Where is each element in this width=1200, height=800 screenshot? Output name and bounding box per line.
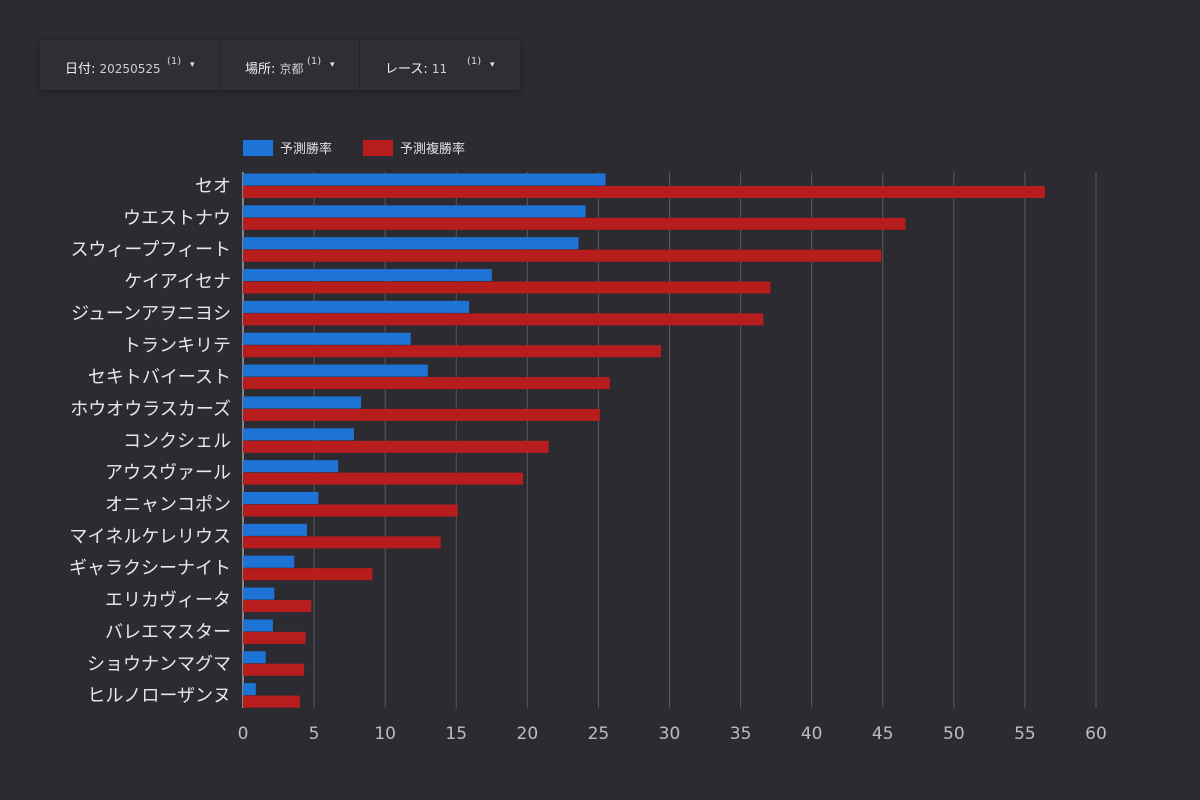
x-tick-label: 55 [1014, 724, 1036, 744]
x-tick-label: 15 [445, 724, 467, 744]
x-tick-label: 30 [659, 724, 681, 744]
date-filter-count: (1) [167, 56, 182, 67]
y-category-label: バレエマスター [105, 622, 231, 643]
bar-win-rate[interactable] [243, 460, 339, 473]
bar-win-rate[interactable] [243, 269, 492, 282]
filter-bar: 日付: 20250525 (1) ▾ 場所: 京都 (1) ▾ レース: 11 … [40, 40, 520, 90]
legend-swatch [363, 140, 393, 156]
race-filter-value: 11 [431, 62, 448, 76]
y-category-label: スウィープフィート [70, 240, 231, 261]
x-tick-label: 20 [517, 724, 539, 744]
chevron-down-icon[interactable]: ▾ [190, 60, 195, 70]
chart-bars [243, 173, 1045, 708]
chevron-down-icon[interactable]: ▾ [490, 60, 495, 70]
y-category-label: ジューンアヲニヨシ [71, 303, 231, 324]
bar-place-rate[interactable] [243, 472, 524, 485]
bar-win-rate[interactable] [243, 237, 579, 250]
y-category-label: オニャンコポン [105, 495, 231, 516]
y-category-label: ケイアイセナ [124, 272, 231, 293]
bar-win-rate[interactable] [243, 396, 361, 409]
bar-win-rate[interactable] [243, 683, 256, 696]
y-category-label: セキトバイースト [88, 367, 231, 388]
y-category-label: セオ [195, 176, 231, 197]
bar-place-rate[interactable] [243, 600, 312, 613]
bar-place-rate[interactable] [243, 377, 610, 390]
bar-win-rate[interactable] [243, 173, 606, 186]
y-category-label: マイネルケレリウス [69, 526, 231, 547]
bar-win-rate[interactable] [243, 205, 586, 218]
date-filter-value: 20250525 [99, 62, 161, 76]
x-tick-label: 5 [309, 724, 320, 744]
chevron-down-icon[interactable]: ▾ [330, 60, 335, 70]
bar-place-rate[interactable] [243, 313, 764, 326]
venue-filter-label: 場所 [245, 62, 272, 77]
bar-win-rate[interactable] [243, 555, 295, 568]
y-category-label: ヒルノローザンヌ [87, 686, 231, 707]
y-category-label: ウエストナウ [123, 208, 231, 229]
y-category-label: ホウオウラスカーズ [70, 399, 231, 420]
race-filter[interactable]: レース: 11 (1) ▾ [360, 40, 520, 90]
y-category-label: ギャラクシーナイト [69, 558, 231, 579]
x-tick-label: 35 [730, 724, 752, 744]
bar-place-rate[interactable] [243, 249, 882, 262]
bar-place-rate[interactable] [243, 568, 373, 581]
race-filter-label: レース [385, 62, 424, 77]
bar-place-rate[interactable] [243, 186, 1045, 198]
x-axis-labels: 0 5 10 15 20 25 30 35 40 45 50 55 60 [238, 724, 1107, 744]
bar-place-rate[interactable] [243, 536, 441, 549]
y-category-label: トランキリテ [123, 335, 231, 356]
x-tick-label: 25 [588, 724, 610, 744]
y-category-label: アウスヴァール [105, 463, 231, 484]
x-tick-label: 50 [943, 724, 965, 744]
bar-win-rate[interactable] [243, 619, 273, 632]
x-tick-label: 10 [374, 724, 396, 744]
venue-filter-value: 京都 [279, 62, 304, 76]
venue-filter[interactable]: 場所: 京都 (1) ▾ [220, 40, 360, 90]
bar-win-rate[interactable] [243, 587, 275, 600]
legend-label: 予測勝率 [280, 141, 332, 157]
venue-filter-count: (1) [307, 56, 322, 67]
x-tick-label: 60 [1085, 724, 1107, 744]
y-category-label: ショウナンマグマ [87, 654, 231, 675]
date-filter-label: 日付 [65, 62, 92, 77]
bar-place-rate[interactable] [243, 663, 305, 676]
x-tick-label: 40 [801, 724, 823, 744]
bar-win-rate[interactable] [243, 651, 266, 664]
bar-win-rate[interactable] [243, 364, 428, 377]
y-axis-labels: セオウエストナウスウィープフィートケイアイセナジューンアヲニヨシトランキリテセキ… [69, 176, 231, 707]
bar-place-rate[interactable] [243, 695, 300, 708]
bar-place-rate[interactable] [243, 217, 906, 230]
bar-win-rate[interactable] [243, 523, 307, 536]
bar-place-rate[interactable] [243, 440, 549, 453]
bar-win-rate[interactable] [243, 300, 470, 313]
legend-label: 予測複勝率 [400, 141, 465, 157]
race-filter-count: (1) [467, 56, 482, 67]
bar-place-rate[interactable] [243, 631, 306, 644]
x-tick-label: 45 [872, 724, 894, 744]
bar-win-rate[interactable] [243, 428, 354, 441]
x-tick-label: 0 [238, 724, 249, 744]
chart-legend: 予測勝率 予測複勝率 [243, 140, 465, 157]
bar-win-rate[interactable] [243, 332, 411, 345]
y-category-label: エリカヴィータ [105, 590, 231, 611]
legend-swatch [243, 140, 273, 156]
bar-win-rate[interactable] [243, 492, 319, 504]
bar-place-rate[interactable] [243, 504, 458, 517]
bar-place-rate[interactable] [243, 281, 771, 294]
y-category-label: コンクシェル [123, 431, 231, 452]
bar-place-rate[interactable] [243, 345, 661, 358]
date-filter[interactable]: 日付: 20250525 (1) ▾ [40, 40, 220, 90]
bar-place-rate[interactable] [243, 408, 600, 421]
